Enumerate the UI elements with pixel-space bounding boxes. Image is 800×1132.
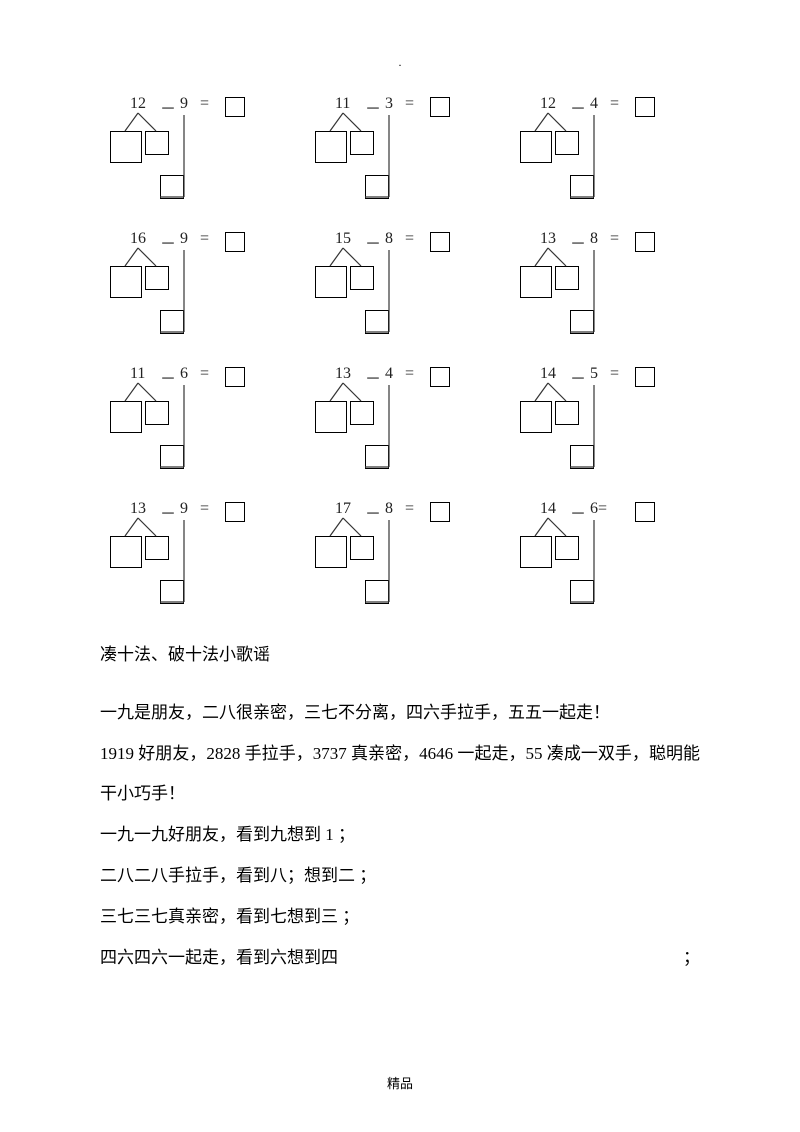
math-problem: 13－8= <box>515 230 695 345</box>
diagram-lines <box>105 95 285 210</box>
diagram-lines <box>515 500 695 615</box>
diagram-lines <box>310 95 490 210</box>
problem-row: 16－9=15－8=13－8= <box>105 230 695 345</box>
rhyme-line: 一九一九好朋友，看到九想到 1 ； <box>100 815 700 856</box>
problem-row: 11－6=13－4=14－5= <box>105 365 695 480</box>
diagram-lines <box>310 500 490 615</box>
rhyme-line: 一九是朋友，二八很亲密，三七不分离，四六手拉手，五五一起走！ <box>100 693 700 734</box>
diagram-lines <box>310 230 490 345</box>
section-title: 凑十法、破十法小歌谣 <box>100 635 700 676</box>
text-section: 凑十法、破十法小歌谣 一九是朋友，二八很亲密，三七不分离，四六手拉手，五五一起走… <box>100 635 700 978</box>
math-problem: 11－3= <box>310 95 490 210</box>
math-problem: 16－9= <box>105 230 285 345</box>
rhyme-line: 1919 好朋友，2828 手拉手，3737 真亲密，4646 一起走，55 凑… <box>100 734 700 816</box>
diagram-lines <box>515 95 695 210</box>
math-problem: 11－6= <box>105 365 285 480</box>
diagram-lines <box>105 230 285 345</box>
worksheet-grid: 12－9=11－3=12－4= 16－9=15－8=13－8= 11－6=13－4=… <box>105 95 695 635</box>
diagram-lines <box>105 365 285 480</box>
diagram-lines <box>105 500 285 615</box>
math-problem: 14－6= <box>515 500 695 615</box>
math-problem: 15－8= <box>310 230 490 345</box>
rhyme-line: 三七三七真亲密，看到七想到三 ； <box>100 897 700 938</box>
math-problem: 12－4= <box>515 95 695 210</box>
problem-row: 13－9=17－8=14－6= <box>105 500 695 615</box>
math-problem: 13－4= <box>310 365 490 480</box>
math-problem: 17－8= <box>310 500 490 615</box>
rhyme-line: 二八二八手拉手，看到八；想到二 ； <box>100 856 700 897</box>
rhyme-line-last: 四六四六一起走，看到六想到四 ； <box>100 938 700 979</box>
last-line-right: ； <box>683 938 700 979</box>
math-problem: 12－9= <box>105 95 285 210</box>
problem-row: 12－9=11－3=12－4= <box>105 95 695 210</box>
top-marker: . <box>399 55 402 70</box>
spacer <box>100 676 700 693</box>
diagram-lines <box>515 365 695 480</box>
diagram-lines <box>515 230 695 345</box>
last-line-left: 四六四六一起走，看到六想到四 <box>100 938 338 979</box>
diagram-lines <box>310 365 490 480</box>
math-problem: 13－9= <box>105 500 285 615</box>
footer-text: 精品 <box>387 1073 413 1092</box>
math-problem: 14－5= <box>515 365 695 480</box>
